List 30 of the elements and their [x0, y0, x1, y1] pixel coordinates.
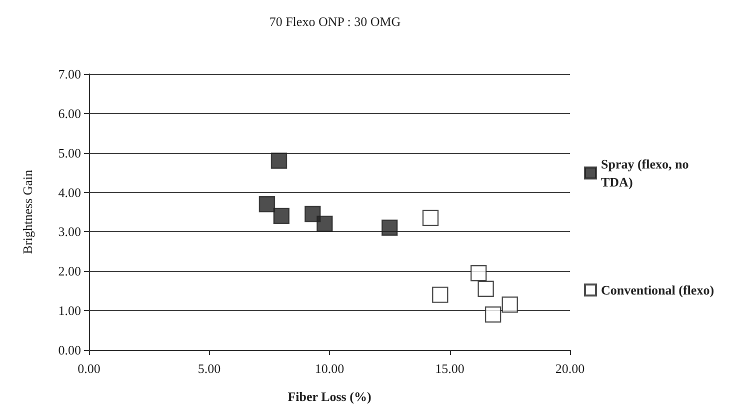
- point: [470, 265, 487, 282]
- x-tick-label: 5.00: [198, 361, 221, 376]
- y-axis-title: Brightness Gain: [20, 169, 35, 254]
- x-axis-title: Fiber Loss (%): [288, 389, 372, 404]
- point: [484, 306, 502, 323]
- legend-label: Spray (flexo, no TDA): [601, 156, 692, 190]
- point: [270, 152, 288, 169]
- y-tick-label: 4.00: [58, 184, 81, 200]
- point: [502, 296, 518, 313]
- y-tick-label: 5.00: [58, 145, 81, 160]
- y-tick-label: 1.00: [58, 303, 81, 318]
- y-tick-label: 3.00: [58, 224, 81, 240]
- point: [422, 210, 439, 226]
- y-tick-label: 6.00: [58, 106, 81, 121]
- chart-title: 70 Flexo ONP : 30 OMG: [269, 14, 401, 29]
- point: [432, 286, 448, 303]
- y-tick-label: 7.00: [58, 66, 81, 82]
- point: [382, 220, 398, 236]
- point: [258, 196, 276, 212]
- y-tick-label: 0.00: [58, 342, 81, 358]
- x-tick-label: 20.00: [555, 361, 585, 376]
- point: [304, 206, 321, 222]
- x-tick-label: 0.00: [78, 361, 100, 376]
- point: [316, 216, 333, 232]
- x-tick-label: 15.00: [435, 361, 464, 376]
- point: [273, 208, 290, 224]
- legend-label: Conventional (flexo): [601, 282, 714, 298]
- y-tick-label: 2.00: [58, 264, 81, 279]
- point: [478, 280, 494, 297]
- x-tick-label: 10.00: [314, 361, 344, 376]
